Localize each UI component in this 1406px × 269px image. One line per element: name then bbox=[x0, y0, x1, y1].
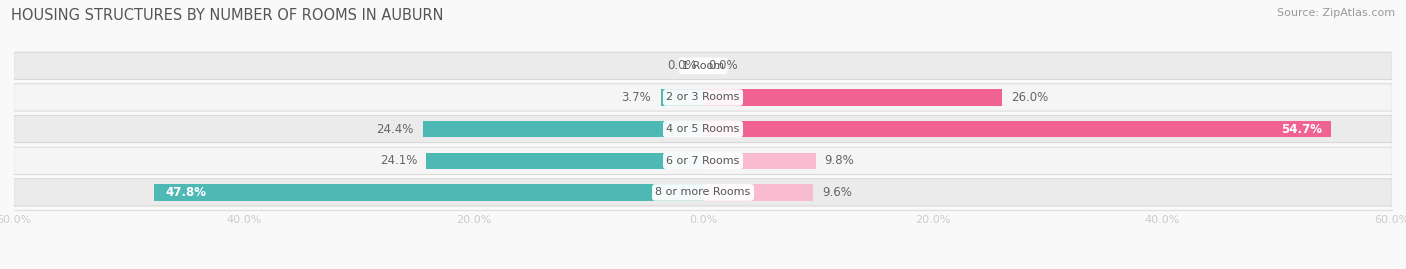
FancyBboxPatch shape bbox=[14, 84, 1392, 111]
Text: HOUSING STRUCTURES BY NUMBER OF ROOMS IN AUBURN: HOUSING STRUCTURES BY NUMBER OF ROOMS IN… bbox=[11, 8, 444, 23]
FancyBboxPatch shape bbox=[14, 147, 1392, 174]
Bar bbox=[155, 184, 703, 201]
Text: 24.4%: 24.4% bbox=[377, 123, 413, 136]
Text: 9.6%: 9.6% bbox=[823, 186, 852, 199]
Text: 26.0%: 26.0% bbox=[1011, 91, 1047, 104]
FancyBboxPatch shape bbox=[14, 115, 1392, 143]
Text: 54.7%: 54.7% bbox=[1281, 123, 1322, 136]
Text: 47.8%: 47.8% bbox=[166, 186, 207, 199]
FancyBboxPatch shape bbox=[14, 52, 1392, 79]
Text: Source: ZipAtlas.com: Source: ZipAtlas.com bbox=[1277, 8, 1395, 18]
Text: 8 or more Rooms: 8 or more Rooms bbox=[655, 187, 751, 197]
Text: 0.0%: 0.0% bbox=[668, 59, 697, 72]
Legend: Owner-occupied, Renter-occupied: Owner-occupied, Renter-occupied bbox=[572, 266, 834, 269]
Bar bbox=[426, 153, 703, 169]
Bar bbox=[423, 121, 703, 137]
Text: 1 Room: 1 Room bbox=[682, 61, 724, 71]
Text: 4 or 5 Rooms: 4 or 5 Rooms bbox=[666, 124, 740, 134]
FancyBboxPatch shape bbox=[14, 179, 1392, 206]
Text: 6 or 7 Rooms: 6 or 7 Rooms bbox=[666, 156, 740, 166]
Text: 9.8%: 9.8% bbox=[825, 154, 855, 167]
Text: 2 or 3 Rooms: 2 or 3 Rooms bbox=[666, 93, 740, 102]
Text: 24.1%: 24.1% bbox=[380, 154, 418, 167]
Text: 0.0%: 0.0% bbox=[709, 59, 738, 72]
Bar bbox=[703, 184, 813, 201]
Bar bbox=[661, 89, 703, 106]
Bar bbox=[703, 153, 815, 169]
Text: 3.7%: 3.7% bbox=[621, 91, 651, 104]
Bar bbox=[703, 89, 1001, 106]
Bar bbox=[703, 121, 1331, 137]
